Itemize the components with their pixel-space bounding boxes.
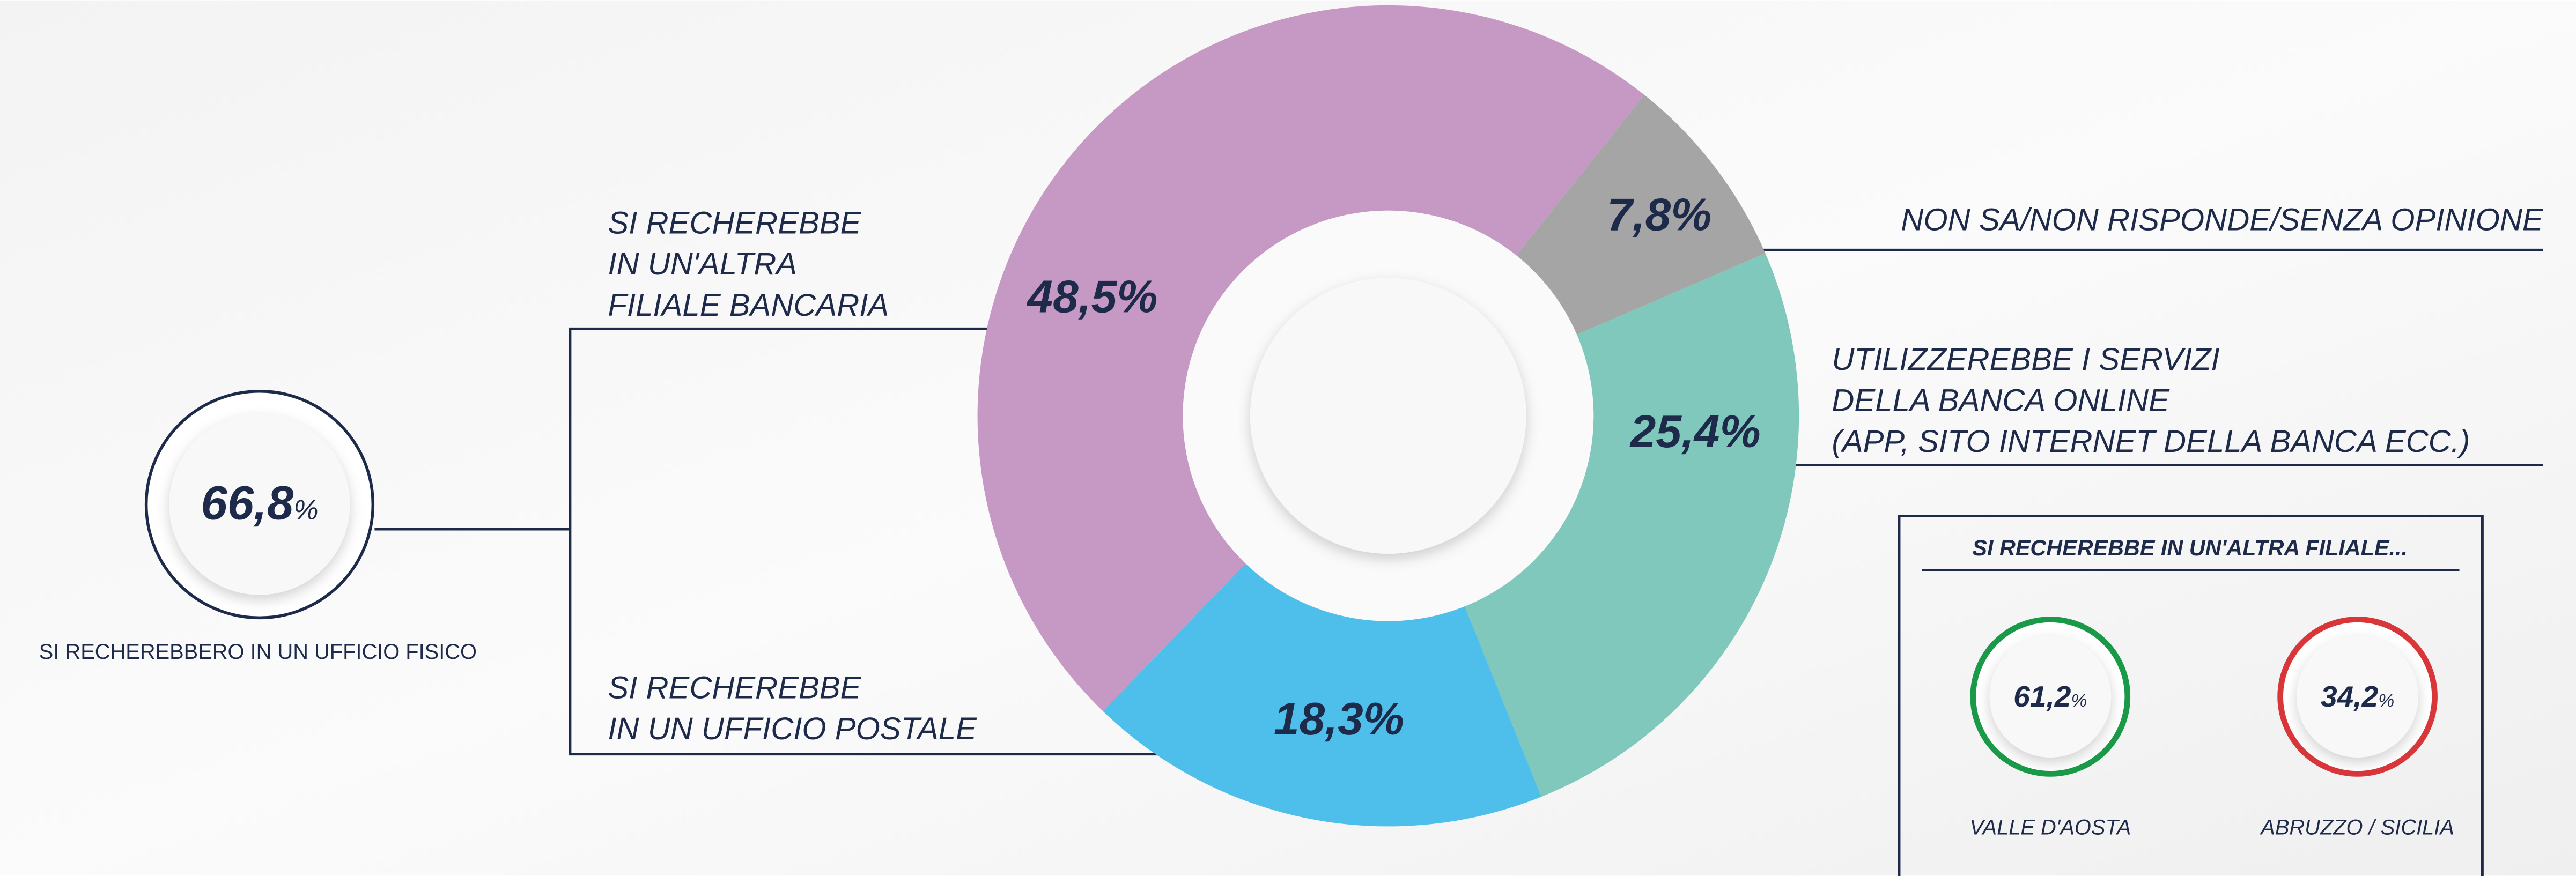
category-label: DELLA BANCA ONLINE — [1832, 383, 2170, 418]
regional-box — [1898, 515, 2484, 876]
region-label: VALLE D'AOSTA — [1969, 816, 2131, 840]
category-label: SI RECHEREBBE — [608, 206, 861, 241]
region-number: 34,2 — [2321, 680, 2379, 713]
donut-inner-disc — [1250, 278, 1526, 554]
region-unit: % — [2378, 691, 2394, 711]
region-disc — [1989, 636, 2112, 758]
summary-disc — [169, 414, 350, 595]
donut — [977, 5, 1799, 827]
value-label: 48,5% — [1026, 271, 1157, 323]
category-label: UTILIZZEREBBE I SERVIZI — [1832, 342, 2219, 377]
summary-number: 66,8 — [201, 477, 293, 530]
donut-segment — [1516, 95, 1766, 335]
category-label: IN UN UFFICIO POSTALE — [608, 711, 977, 746]
category-label: SI RECHEREBBE — [608, 671, 861, 706]
category-label: FILIALE BANCARIA — [608, 288, 889, 323]
donut-segment — [977, 5, 1645, 711]
region-number: 61,2 — [2013, 680, 2071, 713]
leader-line — [569, 327, 1410, 756]
value-label: 7,8% — [1607, 189, 1711, 241]
value-label: 25,4% — [1629, 406, 1761, 457]
value-label: 18,3% — [1274, 693, 1404, 745]
region-value: 61,2% — [2013, 680, 2087, 713]
regional-title: SI RECHEREBBE IN UN'ALTRA FILIALE... — [1972, 536, 2407, 560]
summary-unit: % — [293, 495, 318, 526]
category-label: NON SA/NON RISPONDE/SENZA OPINIONE — [1901, 203, 2544, 237]
donut-segment — [1103, 563, 1541, 827]
donut-segment — [1465, 253, 1799, 797]
summary-value: 66,8% — [201, 477, 318, 530]
region-unit: % — [2071, 691, 2087, 711]
category-label: (APP, SITO INTERNET DELLA BANCA ECC.) — [1832, 424, 2470, 459]
region-value: 34,2% — [2321, 680, 2394, 713]
category-label: IN UN'ALTRA — [608, 247, 797, 281]
summary-label: SI RECHEREBBERO IN UN UFFICIO FISICO — [39, 640, 477, 664]
region-label: ABRUZZO / SICILIA — [2260, 816, 2454, 840]
region-disc — [2297, 636, 2418, 758]
regional-items: 61,2% VALLE D'AOSTA 34,2% ABRUZZO / SICILIA — [1969, 617, 2454, 840]
